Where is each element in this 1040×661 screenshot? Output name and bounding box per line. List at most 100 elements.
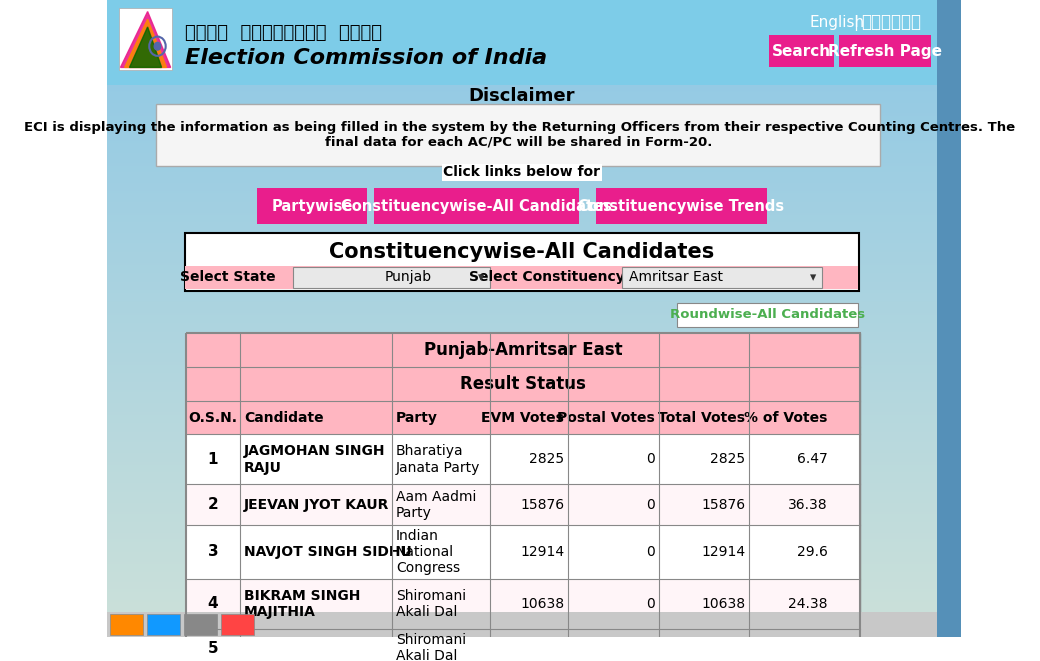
Bar bbox=[106, 514, 937, 516]
Bar bbox=[106, 584, 937, 586]
Bar bbox=[106, 44, 937, 45]
Bar bbox=[106, 531, 937, 533]
Text: Amritsar East: Amritsar East bbox=[629, 270, 723, 284]
Bar bbox=[106, 114, 937, 116]
Bar bbox=[106, 496, 937, 497]
Text: Click links below for: Click links below for bbox=[443, 165, 600, 179]
Bar bbox=[106, 23, 937, 24]
Bar bbox=[106, 245, 937, 246]
Bar bbox=[106, 240, 937, 241]
Bar bbox=[106, 567, 937, 568]
Bar bbox=[106, 176, 937, 177]
Bar bbox=[106, 462, 937, 463]
Bar bbox=[106, 489, 937, 490]
Bar bbox=[106, 173, 937, 175]
Bar bbox=[106, 4, 937, 5]
Bar bbox=[106, 364, 937, 365]
Bar bbox=[106, 276, 937, 278]
Bar bbox=[106, 8, 937, 9]
Bar bbox=[106, 51, 937, 52]
Bar bbox=[106, 410, 937, 411]
Text: Bharatiya
Janata Party: Bharatiya Janata Party bbox=[396, 444, 480, 475]
Bar bbox=[106, 45, 937, 46]
Bar bbox=[106, 617, 937, 618]
Bar bbox=[106, 483, 937, 485]
Bar bbox=[106, 106, 937, 107]
Bar bbox=[106, 267, 937, 268]
Bar bbox=[106, 169, 937, 171]
Bar bbox=[106, 504, 937, 505]
Bar bbox=[106, 307, 937, 308]
Bar bbox=[106, 592, 937, 594]
Bar bbox=[106, 80, 937, 81]
Bar bbox=[106, 36, 937, 38]
Bar bbox=[106, 565, 937, 566]
Bar bbox=[106, 622, 937, 623]
Text: 15876: 15876 bbox=[701, 498, 746, 512]
Text: JAGMOHAN SINGH
RAJU: JAGMOHAN SINGH RAJU bbox=[243, 444, 385, 475]
Bar bbox=[106, 56, 937, 57]
Text: 0: 0 bbox=[646, 452, 655, 467]
Bar bbox=[106, 533, 937, 535]
Bar bbox=[106, 259, 937, 260]
Bar bbox=[106, 573, 937, 574]
Bar bbox=[106, 189, 937, 190]
Bar bbox=[106, 445, 937, 446]
Bar bbox=[106, 444, 937, 445]
Bar bbox=[106, 192, 937, 194]
Bar bbox=[106, 314, 937, 315]
Bar bbox=[106, 67, 937, 68]
Bar bbox=[106, 564, 937, 565]
Bar bbox=[106, 438, 937, 439]
Bar bbox=[106, 474, 937, 475]
Bar bbox=[106, 95, 937, 97]
Bar bbox=[106, 145, 937, 146]
Bar bbox=[106, 280, 937, 281]
Bar bbox=[106, 422, 937, 423]
Bar bbox=[106, 401, 937, 402]
Bar bbox=[106, 261, 937, 262]
Bar bbox=[106, 574, 937, 575]
Bar bbox=[106, 468, 937, 469]
Text: 4: 4 bbox=[208, 596, 218, 611]
Bar bbox=[106, 634, 937, 635]
Bar bbox=[106, 137, 937, 139]
Bar bbox=[106, 0, 937, 1]
Bar bbox=[106, 400, 937, 401]
Bar bbox=[106, 75, 937, 76]
Bar bbox=[106, 139, 937, 141]
Bar bbox=[106, 535, 937, 537]
Bar bbox=[106, 609, 937, 611]
Bar bbox=[106, 636, 937, 637]
Bar bbox=[106, 293, 937, 295]
Bar bbox=[106, 111, 937, 112]
Bar bbox=[106, 42, 937, 44]
Bar bbox=[106, 288, 937, 289]
Bar bbox=[106, 112, 937, 114]
Bar bbox=[106, 461, 937, 462]
Bar bbox=[106, 453, 937, 455]
Bar bbox=[106, 33, 937, 34]
Bar bbox=[106, 292, 937, 293]
Bar bbox=[106, 221, 937, 223]
Bar bbox=[106, 321, 937, 322]
Bar bbox=[106, 383, 937, 384]
Text: Candidate: Candidate bbox=[243, 410, 323, 424]
Bar bbox=[106, 72, 937, 73]
Bar bbox=[106, 398, 937, 399]
Bar bbox=[106, 519, 937, 520]
Bar bbox=[106, 212, 937, 213]
Text: 6.47: 6.47 bbox=[797, 452, 828, 467]
Bar bbox=[106, 343, 937, 344]
Bar bbox=[106, 482, 937, 483]
Bar bbox=[106, 491, 937, 492]
Bar bbox=[106, 563, 937, 564]
Text: Constituencywise-All Candidates: Constituencywise-All Candidates bbox=[341, 198, 613, 214]
Bar bbox=[106, 146, 937, 147]
Bar bbox=[106, 82, 937, 83]
Bar bbox=[106, 404, 937, 405]
Bar bbox=[106, 397, 937, 398]
Bar bbox=[106, 274, 937, 276]
Bar bbox=[106, 342, 937, 343]
Bar bbox=[106, 147, 937, 148]
